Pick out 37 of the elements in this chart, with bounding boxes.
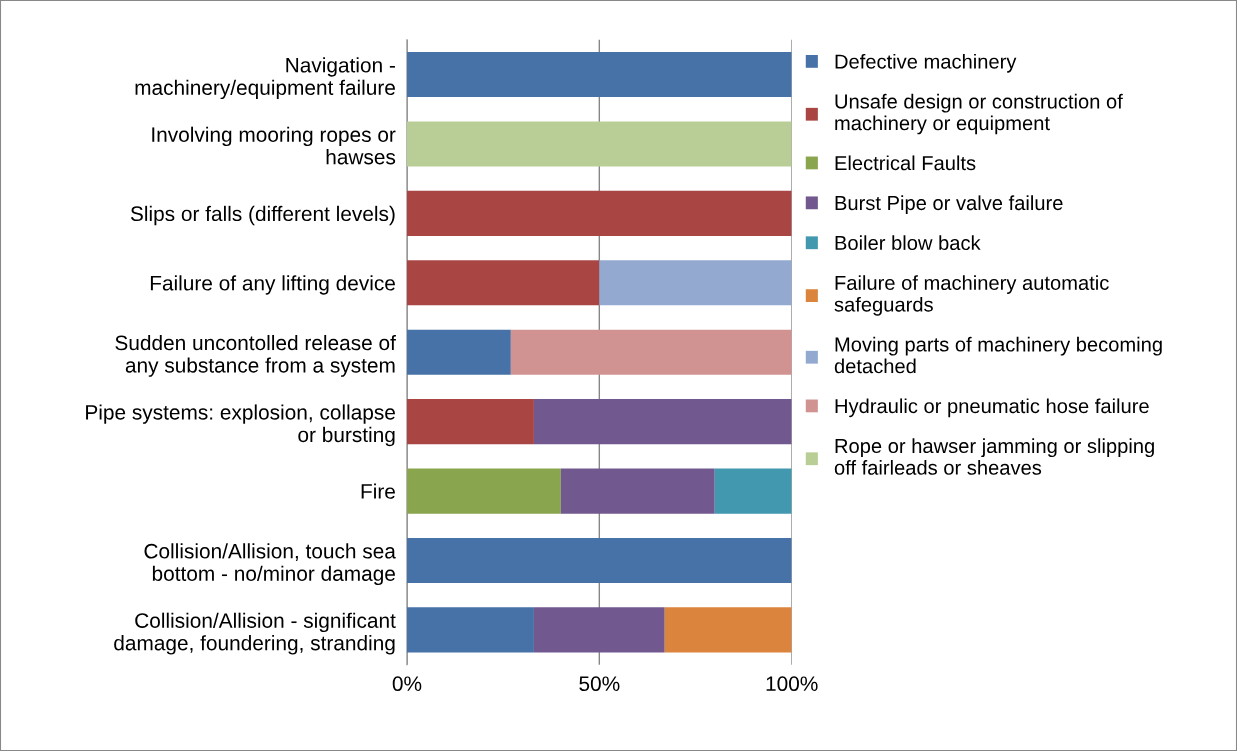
legend-label: Defective machinery — [835, 53, 1017, 73]
y-tick-label: Failure of any lifting device — [150, 275, 395, 295]
bar — [533, 607, 665, 653]
bar — [406, 399, 534, 445]
legend-label: Electrical Faults — [835, 155, 976, 171]
legend-label: Unsafe design or construction of machinery or equipment — [835, 93, 1123, 135]
bar — [406, 190, 792, 236]
bar — [560, 468, 715, 514]
legend-label: Moving parts of machinery becoming detached — [834, 336, 1162, 374]
y-tick-label: Sudden uncontolled release of any substance from a system — [115, 334, 396, 377]
legend-label: Hydraulic or pneumatic hose failure — [835, 398, 1149, 418]
bar — [510, 329, 792, 375]
y-tick-label: Navigation - machinery/equipment failure — [135, 57, 395, 100]
x-tick-label: 50% — [579, 676, 620, 692]
y-tick-label: Pipe systems: explosion, collapse or bursting — [86, 404, 395, 447]
x-tick-label: 0% — [392, 676, 422, 692]
bar — [714, 468, 792, 514]
bar — [406, 329, 511, 375]
x-tick-label: 100% — [766, 676, 818, 692]
bar — [406, 260, 600, 306]
y-tick-label: Collision/Allision - significant damage, foundering, stranding — [114, 612, 396, 655]
bar — [406, 468, 561, 514]
bar — [664, 607, 792, 653]
y-tick-label: Fire — [361, 483, 395, 499]
bar — [533, 399, 792, 445]
legend-label: Boiler blow back — [835, 235, 981, 251]
legend-label: Rope or hawser jamming or slipping off fairleads or sheaves — [834, 438, 1154, 475]
y-tick-label: Collision/Allision, touch sea bottom - no/minor damage — [144, 543, 396, 586]
bar — [406, 607, 534, 653]
y-tick-label: Slips or falls (different levels) — [130, 205, 395, 226]
legend-label: Burst Pipe or valve failure — [835, 195, 1063, 215]
legend-label: Failure of machinery automatic safeguards — [834, 275, 1109, 316]
bar — [599, 260, 792, 306]
bar — [406, 121, 792, 167]
bar — [406, 51, 792, 98]
y-tick-label: Involving mooring ropes or hawses — [152, 126, 396, 165]
bar — [406, 537, 792, 584]
